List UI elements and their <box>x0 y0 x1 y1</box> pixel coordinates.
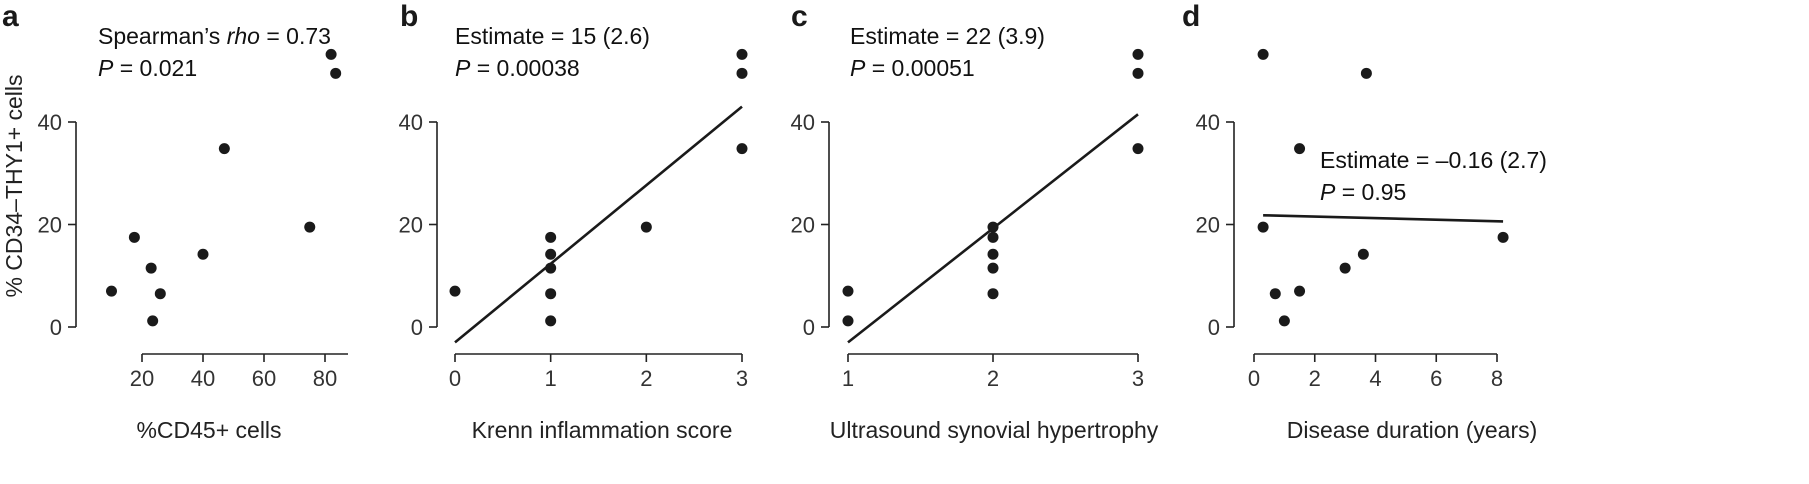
stat-annotation-line2: P = 0.00051 <box>850 55 975 81</box>
data-point <box>545 315 557 327</box>
panel-letter: d <box>1182 0 1200 33</box>
stat-annotation-line2: P = 0.021 <box>98 55 197 81</box>
x-tick-label: 3 <box>1132 366 1144 391</box>
data-point <box>1339 262 1351 274</box>
panel-letter: c <box>791 0 808 33</box>
data-point <box>1257 221 1269 233</box>
data-point <box>545 288 557 300</box>
data-point <box>330 67 342 79</box>
data-point <box>1294 143 1306 155</box>
data-point <box>987 288 999 300</box>
panel-letter: b <box>400 0 418 33</box>
data-point <box>842 285 854 297</box>
x-tick-label: 80 <box>313 366 337 391</box>
data-point <box>1360 67 1372 79</box>
data-point <box>987 231 999 243</box>
x-tick-label: 0 <box>1248 366 1260 391</box>
stat-annotation-line1: Estimate = –0.16 (2.7) <box>1320 147 1547 173</box>
data-point <box>145 262 157 274</box>
data-point <box>1132 48 1144 60</box>
data-point <box>1497 231 1509 243</box>
panel-c: c 1 2 3 0 20 40 Ultrasound synovial hypertrophy… <box>791 0 1159 443</box>
data-point <box>1278 315 1290 327</box>
data-point <box>1269 288 1281 300</box>
data-point <box>736 143 748 155</box>
y-tick-label: 20 <box>791 213 815 238</box>
x-tick-label: 2 <box>987 366 999 391</box>
y-tick-label: 20 <box>399 213 423 238</box>
data-point <box>1294 285 1306 297</box>
y-axis-label: % CD34–THY1+ cells <box>1 74 27 297</box>
stat-annotation-line1: Estimate = 22 (3.9) <box>850 23 1045 49</box>
data-point <box>218 143 230 155</box>
x-axis-label: Ultrasound synovial hypertrophy <box>830 417 1159 443</box>
regression-line <box>1263 213 1504 223</box>
data-point <box>1132 67 1144 79</box>
data-point <box>545 262 557 274</box>
data-point <box>987 262 999 274</box>
x-axis-label: %CD45+ cells <box>136 417 281 443</box>
data-point <box>154 288 166 300</box>
data-point <box>449 285 461 297</box>
data-point <box>304 221 316 233</box>
y-tick-label: 20 <box>1196 213 1220 238</box>
data-point <box>842 315 854 327</box>
data-point <box>1132 143 1144 155</box>
data-point <box>987 221 999 233</box>
y-tick-label: 0 <box>411 315 423 340</box>
y-tick-label: 0 <box>803 315 815 340</box>
x-tick-label: 2 <box>1309 366 1321 391</box>
data-point <box>106 285 117 297</box>
x-tick-label: 6 <box>1430 366 1442 391</box>
data-point <box>197 248 209 260</box>
data-point <box>545 248 557 260</box>
y-tick-label: 40 <box>1196 110 1220 135</box>
x-tick-label: 20 <box>130 366 154 391</box>
x-tick-label: 3 <box>736 366 748 391</box>
data-point <box>640 221 652 233</box>
panel-letter: a <box>2 0 19 33</box>
x-axis-label: Krenn inflammation score <box>472 417 733 443</box>
data-point <box>1357 248 1369 260</box>
data-point <box>147 315 159 327</box>
data-point <box>987 248 999 260</box>
stat-annotation-line1: Estimate = 15 (2.6) <box>455 23 650 49</box>
data-point <box>736 67 748 79</box>
x-tick-label: 4 <box>1369 366 1381 391</box>
x-tick-label: 1 <box>545 366 557 391</box>
x-tick-label: 2 <box>640 366 652 391</box>
x-axis-label: Disease duration (years) <box>1287 417 1538 443</box>
data-point <box>545 231 557 243</box>
y-tick-label: 40 <box>791 110 815 135</box>
y-tick-label: 40 <box>38 110 62 135</box>
data-point <box>736 48 748 60</box>
panel-b: b 0 1 2 3 0 20 40 Krenn inflammation score Estima… <box>399 0 749 443</box>
stat-annotation-line2: P = 0.95 <box>1320 179 1406 205</box>
regression-line <box>454 105 743 344</box>
y-tick-label: 40 <box>399 110 423 135</box>
y-tick-label: 0 <box>50 315 62 340</box>
x-tick-label: 1 <box>842 366 854 391</box>
y-tick-label: 20 <box>38 213 62 238</box>
x-tick-label: 0 <box>449 366 461 391</box>
data-point <box>1257 48 1269 60</box>
y-tick-label: 0 <box>1208 315 1220 340</box>
stat-annotation-line2: P = 0.00038 <box>455 55 580 81</box>
data-point <box>128 231 140 243</box>
panel-a: a 20 40 60 80 0 20 40 %CD45+ cells % CD34–THY1+ c… <box>1 0 348 443</box>
x-tick-label: 40 <box>191 366 215 391</box>
data-point <box>325 48 337 60</box>
x-tick-label: 8 <box>1491 366 1503 391</box>
panel-d: d 0 2 4 6 8 0 20 40 Disease duration (years) Estim… <box>1182 0 1547 443</box>
x-tick-label: 60 <box>252 366 276 391</box>
stat-annotation-line1: Spearman’s rho = 0.73 <box>98 23 331 49</box>
